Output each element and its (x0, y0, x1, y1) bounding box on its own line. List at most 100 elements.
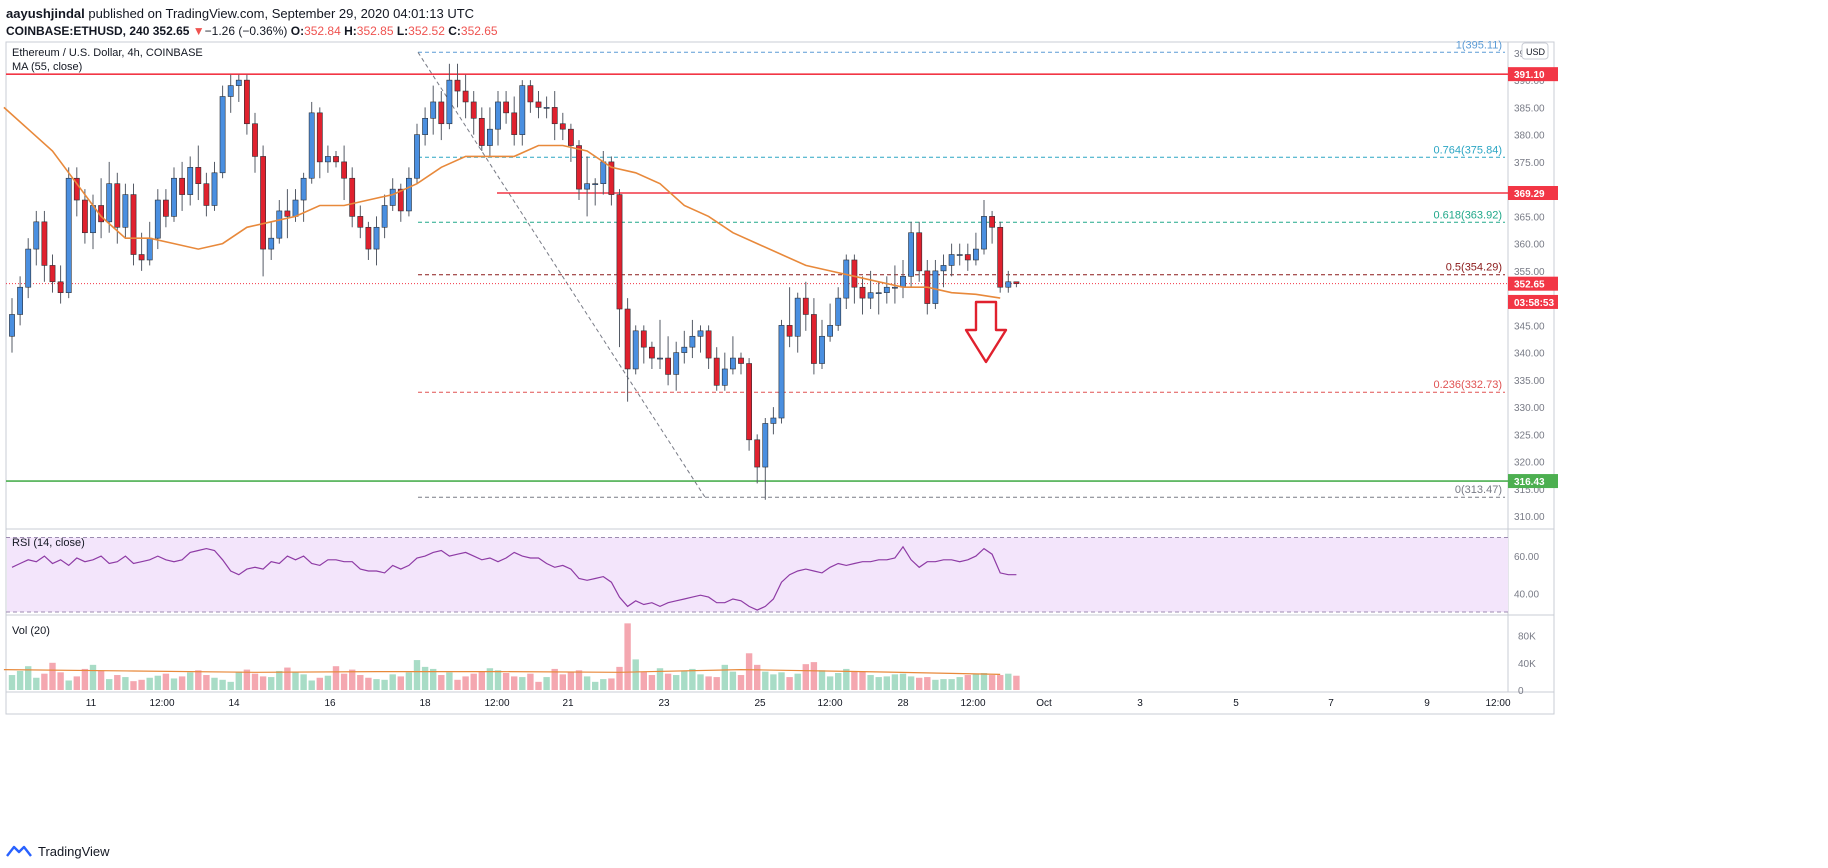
candle-body (665, 357, 671, 375)
volume-bar (608, 678, 615, 690)
candle (794, 292, 801, 353)
volume-bar (737, 675, 745, 690)
candle-body (981, 216, 987, 250)
volume-bar (146, 677, 153, 690)
candle-body (122, 194, 129, 228)
volume-bar (332, 666, 340, 690)
volume-bar (130, 681, 137, 690)
time-tick-label: 7 (1328, 698, 1334, 709)
candle-body (608, 161, 615, 195)
candle (721, 352, 728, 391)
candle (592, 178, 599, 206)
volume-bar (203, 675, 210, 690)
candle-body (551, 107, 558, 125)
candle (908, 221, 914, 288)
volume-bar (57, 672, 64, 690)
candle-body (543, 107, 550, 109)
last-price: 352.65 (152, 24, 190, 38)
candle-body (891, 286, 898, 289)
price-scale-tag-label: 369.29 (1514, 189, 1545, 200)
volume-bar (227, 681, 234, 690)
candle (802, 281, 809, 331)
volume-bar (25, 666, 32, 690)
candle (486, 107, 493, 157)
candle (268, 221, 275, 260)
volume-tick-label: 40K (1518, 659, 1536, 670)
author-name[interactable]: aayushjindal (6, 6, 85, 21)
candle-body (179, 177, 185, 195)
down-triangle-icon: ▼ (192, 24, 205, 38)
candle-body (130, 194, 137, 255)
candle-body (859, 286, 866, 299)
fib-level-label: 0.236(332.73) (1434, 379, 1503, 391)
volume-bar (106, 679, 113, 690)
candle (527, 80, 534, 113)
candle (341, 145, 347, 201)
time-tick-label: 12:00 (960, 698, 985, 709)
price-tick-label: 330.00 (1514, 403, 1545, 414)
volume-bar (8, 675, 16, 690)
candle-body (389, 188, 396, 206)
candle-body (916, 232, 923, 272)
candle (916, 221, 923, 282)
price-scale-tag-label: 316.43 (1514, 477, 1545, 488)
fib-level-label: 0.5(354.29) (1446, 262, 1502, 274)
candle-body (341, 161, 347, 179)
candle-body (576, 145, 582, 190)
candle-body (762, 423, 769, 468)
price-tick-label: 320.00 (1514, 458, 1545, 469)
candle-body (600, 161, 607, 184)
price-tick-label: 315.00 (1514, 485, 1545, 496)
volume-bar (340, 673, 348, 690)
candle (932, 259, 939, 310)
price-scale-tag (1508, 294, 1558, 309)
candle (203, 172, 210, 217)
candle-body (802, 297, 809, 315)
candle-body (227, 85, 234, 97)
candle (551, 91, 558, 141)
candle (697, 325, 704, 353)
price-scale-tag (1508, 474, 1558, 489)
candle-body (754, 439, 761, 468)
candle-body (729, 357, 736, 370)
candle-body (867, 292, 874, 299)
volume-bar (932, 679, 939, 690)
candle-body (648, 346, 655, 359)
candle-body (49, 265, 56, 283)
low-label: L: (396, 24, 409, 38)
candle (187, 156, 194, 206)
candle-body (470, 101, 477, 119)
candle (681, 330, 688, 364)
candle (381, 194, 388, 239)
symbol-label: COINBASE:ETHUSD, 240 (6, 24, 150, 38)
candle (875, 281, 882, 315)
candle-body (138, 254, 145, 261)
candle-body (244, 79, 250, 125)
currency-button[interactable] (1521, 42, 1549, 60)
candle (324, 145, 331, 173)
volume-bar (219, 679, 226, 690)
price-tick-label: 385.00 (1514, 103, 1545, 114)
candle-body (721, 368, 728, 386)
candle-body (948, 254, 955, 266)
volume-bar (438, 675, 445, 690)
candle (98, 178, 104, 239)
volume-bar (81, 668, 89, 690)
volume-bar (170, 678, 178, 690)
tradingview-footer[interactable]: TradingView (6, 840, 110, 862)
candle (567, 123, 574, 162)
candle-body (794, 297, 801, 337)
candle-body (397, 188, 404, 212)
time-tick-label: 9 (1424, 698, 1430, 709)
candle-body (705, 330, 712, 359)
close-label: C: (448, 24, 461, 38)
volume-bar (373, 679, 380, 690)
time-tick-label: 12:00 (1485, 698, 1510, 709)
candle (576, 140, 582, 201)
volume-bar (308, 680, 315, 690)
price-scale-tag-label: 391.10 (1514, 70, 1545, 81)
candle (770, 407, 777, 435)
candle-body (284, 210, 291, 217)
candle-body (835, 297, 842, 326)
